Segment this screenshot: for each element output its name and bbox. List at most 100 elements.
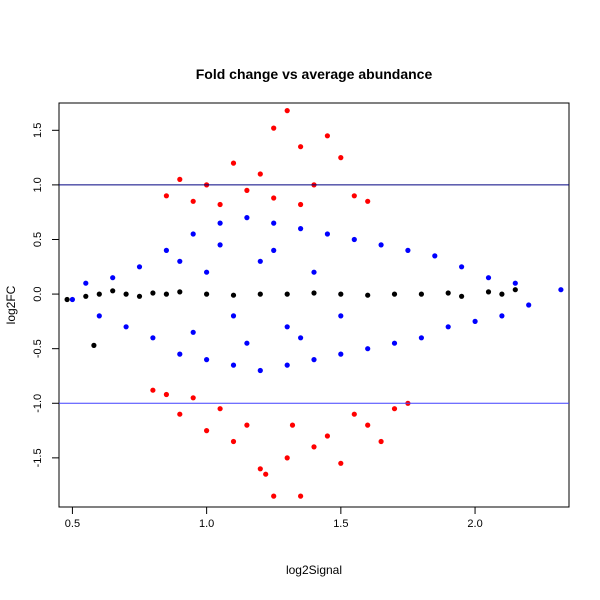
scatter-point xyxy=(136,264,143,270)
scatter-point xyxy=(96,313,102,319)
x-tick-label: 2.0 xyxy=(467,518,482,530)
x-tick-label: 0.5 xyxy=(65,518,80,530)
scatter-point xyxy=(230,362,237,368)
scatter-point xyxy=(324,433,330,439)
scatter-point xyxy=(311,290,317,296)
scatter-point xyxy=(365,292,371,298)
scatter-point xyxy=(163,291,169,297)
scatter-point xyxy=(351,411,357,417)
scatter-point xyxy=(150,290,156,296)
scatter-point xyxy=(459,293,465,299)
scatter-point xyxy=(163,193,169,199)
scatter-point xyxy=(405,247,411,253)
scatter-point xyxy=(163,247,169,253)
scatter-point xyxy=(263,471,269,477)
scatter-point xyxy=(445,290,451,296)
scatter-point xyxy=(177,411,183,417)
y-tick-label: 0.5 xyxy=(32,232,44,247)
scatter-point xyxy=(338,351,344,357)
scatter-point xyxy=(391,291,398,297)
scatter-point xyxy=(351,193,357,199)
y-tick-label: -1.5 xyxy=(32,448,44,467)
scatter-point xyxy=(257,258,263,264)
scatter-point xyxy=(445,324,451,330)
scatter-point xyxy=(485,289,492,295)
scatter-point xyxy=(298,226,304,232)
scatter-point xyxy=(324,133,330,139)
scatter-point xyxy=(418,335,424,341)
scatter-point xyxy=(311,357,317,363)
scatter-point xyxy=(432,253,438,259)
scatter-point xyxy=(391,340,398,346)
scatter-point xyxy=(217,201,223,208)
scatter-point xyxy=(190,231,196,237)
scatter-point xyxy=(110,275,116,281)
scatter-point xyxy=(499,313,505,319)
scatter-point xyxy=(271,493,277,499)
scatter-point xyxy=(298,493,304,499)
scatter-point xyxy=(244,422,250,428)
scatter-point xyxy=(378,438,384,445)
scatter-point xyxy=(217,220,223,226)
y-tick-label: 1.5 xyxy=(32,123,44,138)
scatter-point xyxy=(257,291,263,297)
scatter-point xyxy=(177,258,183,264)
scatter-point xyxy=(284,324,290,330)
scatter-point xyxy=(351,236,357,243)
scatter-point xyxy=(190,198,196,204)
scatter-point xyxy=(244,187,250,193)
scatter-point xyxy=(338,155,344,161)
scatter-point xyxy=(338,460,344,466)
scatter-point xyxy=(150,335,156,341)
scatter-point xyxy=(365,422,371,428)
y-tick-label: 1.0 xyxy=(32,177,44,192)
scatter-point xyxy=(217,406,223,412)
scatter-point xyxy=(217,242,223,248)
scatter-point xyxy=(204,269,210,275)
scatter-point xyxy=(338,313,344,319)
scatter-point xyxy=(298,144,304,150)
scatter-point xyxy=(284,362,290,368)
scatter-point xyxy=(204,428,210,434)
scatter-point xyxy=(459,264,465,270)
scatter-point xyxy=(177,176,183,182)
scatter-point xyxy=(271,220,277,226)
scatter-point xyxy=(365,346,371,352)
scatter-point xyxy=(150,387,156,393)
chart-title: Fold change vs average abundance xyxy=(196,66,433,82)
x-axis-label: log2Signal xyxy=(286,563,342,577)
scatter-point xyxy=(284,291,290,297)
scatter-point xyxy=(64,296,70,303)
scatter-point xyxy=(526,302,532,308)
reference-lines xyxy=(59,184,569,404)
scatter-point xyxy=(190,329,196,335)
scatter-point xyxy=(271,195,277,201)
y-axis: -1.5 -1.0 -0.5 0.0 0.5 1.0 1.5 xyxy=(32,123,59,467)
scatter-point xyxy=(289,422,296,428)
scatter-point xyxy=(244,215,250,221)
scatter-point xyxy=(230,313,237,319)
scatter-point xyxy=(83,293,89,299)
scatter-point xyxy=(163,391,169,398)
scatter-point xyxy=(324,231,330,237)
scatter-point xyxy=(204,357,210,363)
scatter-point xyxy=(338,291,344,297)
scatter-point xyxy=(257,466,263,472)
x-axis: 0.5 1.0 1.5 2.0 xyxy=(65,506,483,530)
x-tick-label: 1.5 xyxy=(333,518,348,530)
y-tick-label: -1.0 xyxy=(32,394,44,413)
scatter-point xyxy=(311,269,317,275)
scatter-point xyxy=(204,291,210,297)
scatter-point xyxy=(83,280,89,286)
data-points xyxy=(64,108,564,499)
scatter-point xyxy=(284,455,290,461)
scatter-point xyxy=(110,288,116,294)
scatter-point xyxy=(123,291,129,297)
y-tick-label: -0.5 xyxy=(32,339,44,358)
scatter-point xyxy=(284,108,290,114)
scatter-point xyxy=(177,289,183,295)
scatter-point xyxy=(230,292,237,298)
scatter-point xyxy=(230,438,237,445)
scatter-point xyxy=(123,324,129,330)
